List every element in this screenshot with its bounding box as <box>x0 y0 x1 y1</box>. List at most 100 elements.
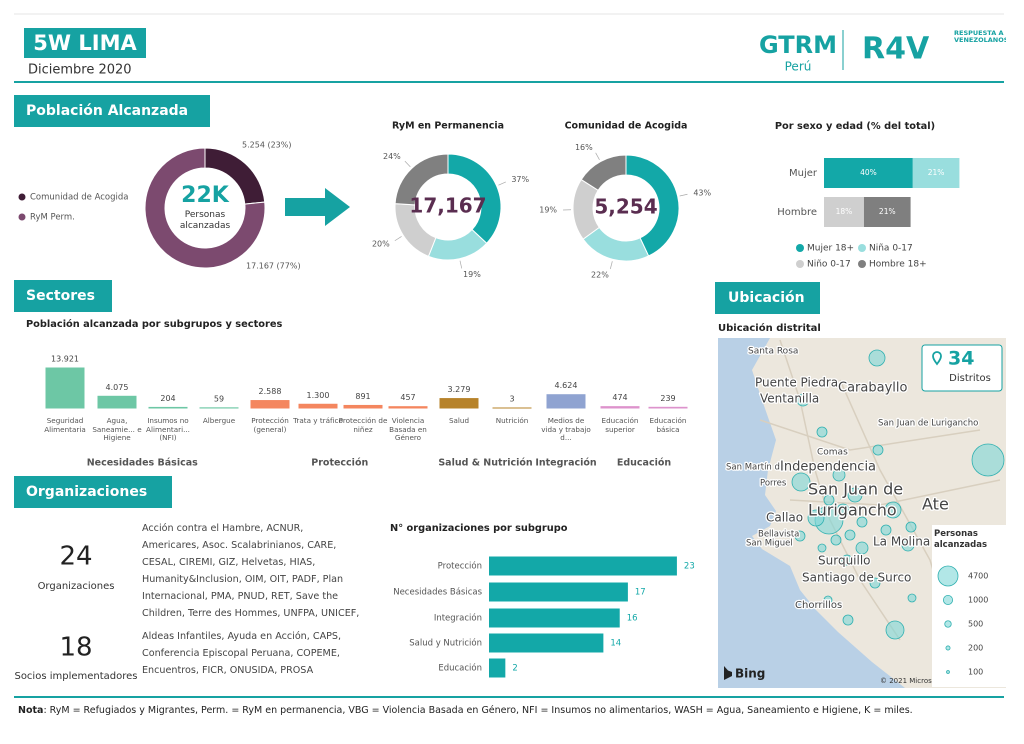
logo-r4v: R4V <box>862 32 930 67</box>
group-label: Protección <box>311 458 368 469</box>
map-legend-box <box>932 525 1006 687</box>
leader-line <box>404 160 411 168</box>
x-tick-label-box: Nutrición <box>495 417 529 425</box>
data-label: 3 <box>509 394 514 403</box>
data-label: 5.254 (23%) <box>242 141 291 150</box>
bar <box>489 582 628 602</box>
x-tick-label: Trata y tráfico <box>293 417 343 425</box>
bar <box>648 406 688 409</box>
legend-label: Niña 0-17 <box>869 244 913 254</box>
section-box <box>715 282 820 314</box>
legend-label: Hombre 18+ <box>869 260 927 270</box>
x-tick-label-box: Violencia Basada en Género <box>389 417 427 443</box>
map-subtitle: Ubicación distrital <box>718 322 821 334</box>
place-label: Callao <box>766 511 803 525</box>
legend-swatch <box>796 260 804 268</box>
legend-label: RyM Perm. <box>30 213 75 223</box>
x-tick-label: Medios de vida y trabajo d... <box>541 417 591 443</box>
data-label: 474 <box>612 393 627 402</box>
x-tick-label-box: Salud <box>448 417 470 425</box>
data-label: 17 <box>635 588 646 598</box>
leader-line <box>679 193 688 197</box>
data-label: 59 <box>214 394 224 403</box>
size-legend-label: 100 <box>968 668 983 677</box>
size-legend-mark <box>937 565 959 587</box>
data-label: 19% <box>539 206 557 215</box>
x-tick-label-box: Albergue <box>203 417 235 425</box>
data-label: 13.921 <box>51 355 79 364</box>
data-label: 40% <box>860 168 877 177</box>
place-label: Ventanilla <box>760 392 819 406</box>
size-legend-mark <box>944 620 952 628</box>
data-label: 21% <box>928 168 945 177</box>
x-tick-label: Violencia Basada en Género <box>389 417 427 443</box>
place-label: San Juan de Lurigancho <box>878 419 978 429</box>
section-title: Sectores <box>26 288 95 304</box>
center-sublabel: Personas alcanzadas <box>179 210 231 231</box>
donut-slice <box>580 154 627 192</box>
group-label: Salud & Nutrición <box>438 458 533 469</box>
x-tick-label: Seguridad Alimentaria <box>44 417 86 434</box>
bar <box>546 394 586 409</box>
x-tick-label-box: Agua, Saneamie... e Higiene <box>92 417 141 442</box>
section-box <box>14 95 210 127</box>
place-label: Independencia <box>780 460 876 475</box>
map-legend-title-box: Personas alcanzadas <box>934 529 987 550</box>
bar-segment <box>863 197 911 227</box>
bar <box>489 556 677 576</box>
group-label: Integración <box>535 458 597 469</box>
size-legend-mark <box>942 594 954 606</box>
bing-icon <box>724 666 732 680</box>
legend-swatch <box>796 244 804 252</box>
bar <box>45 367 85 409</box>
data-label: 457 <box>400 393 415 402</box>
arrow <box>285 188 350 226</box>
legend-swatch <box>858 244 866 252</box>
chart-title: Población alcanzada por subgrupos y sect… <box>26 318 282 330</box>
section-box <box>14 280 112 312</box>
center-label: 5,254 <box>594 195 657 219</box>
legend-label: Comunidad de Acogida <box>30 193 128 203</box>
data-label: 891 <box>355 392 370 401</box>
chart-title: N° organizaciones por subgrupo <box>390 523 568 534</box>
x-tick-label-box: Protección de niñez <box>338 417 388 434</box>
group-label: Necesidades Básicas <box>87 458 198 469</box>
x-tick-label-box: Protección (general) <box>251 417 289 434</box>
size-legend-label: 200 <box>968 644 983 653</box>
org-count: 24 <box>59 542 92 572</box>
size-legend-mark <box>945 645 951 651</box>
x-tick-label: Protección de niñez <box>338 417 388 434</box>
x-tick-label: Nutrición <box>495 417 529 425</box>
legend-swatch <box>18 213 26 221</box>
place-label: Chorrillos <box>795 600 842 611</box>
footer-note: Nota: RyM = Refugiados y Migrantes, Perm… <box>18 705 913 716</box>
bar-segment <box>912 158 960 188</box>
size-legend-label: 500 <box>968 620 983 629</box>
section-box <box>14 476 172 508</box>
y-tick-label: Hombre <box>777 207 817 218</box>
place-label: La Molina <box>873 535 930 549</box>
x-tick-label-box: Educación superior <box>602 417 639 434</box>
section-title: Población Alcanzada <box>26 103 188 119</box>
y-tick-label: Protección <box>438 561 482 572</box>
data-label: 239 <box>660 394 675 403</box>
bar <box>298 403 338 409</box>
data-label: 14 <box>610 639 621 649</box>
logo-country: Perú <box>785 60 812 74</box>
leader-line <box>498 181 506 186</box>
donut-slice <box>394 153 449 206</box>
legend-swatch <box>18 193 26 201</box>
date: Diciembre 2020 <box>28 63 132 78</box>
x-tick-label-box: Insumos no Alimentari... (NFI) <box>146 417 190 442</box>
legend-label: Mujer 18+ <box>807 244 854 254</box>
bar <box>148 406 188 409</box>
partner-list-box: Aldeas Infantiles, Ayuda en Acción, CAPS… <box>142 631 341 676</box>
x-tick-label: Salud <box>448 417 470 425</box>
footer-note-text: : RyM = Refugiados y Migrantes, Perm. = … <box>43 705 912 716</box>
place-label: Santiago de Surco <box>802 571 911 585</box>
map-copyright: © 2021 Micros <box>880 677 932 685</box>
y-tick-label: Mujer <box>789 168 818 179</box>
data-label: 16 <box>627 614 638 624</box>
group-label: Educación <box>617 458 672 469</box>
